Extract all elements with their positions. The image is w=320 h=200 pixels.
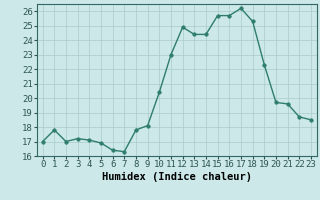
X-axis label: Humidex (Indice chaleur): Humidex (Indice chaleur) [102,172,252,182]
